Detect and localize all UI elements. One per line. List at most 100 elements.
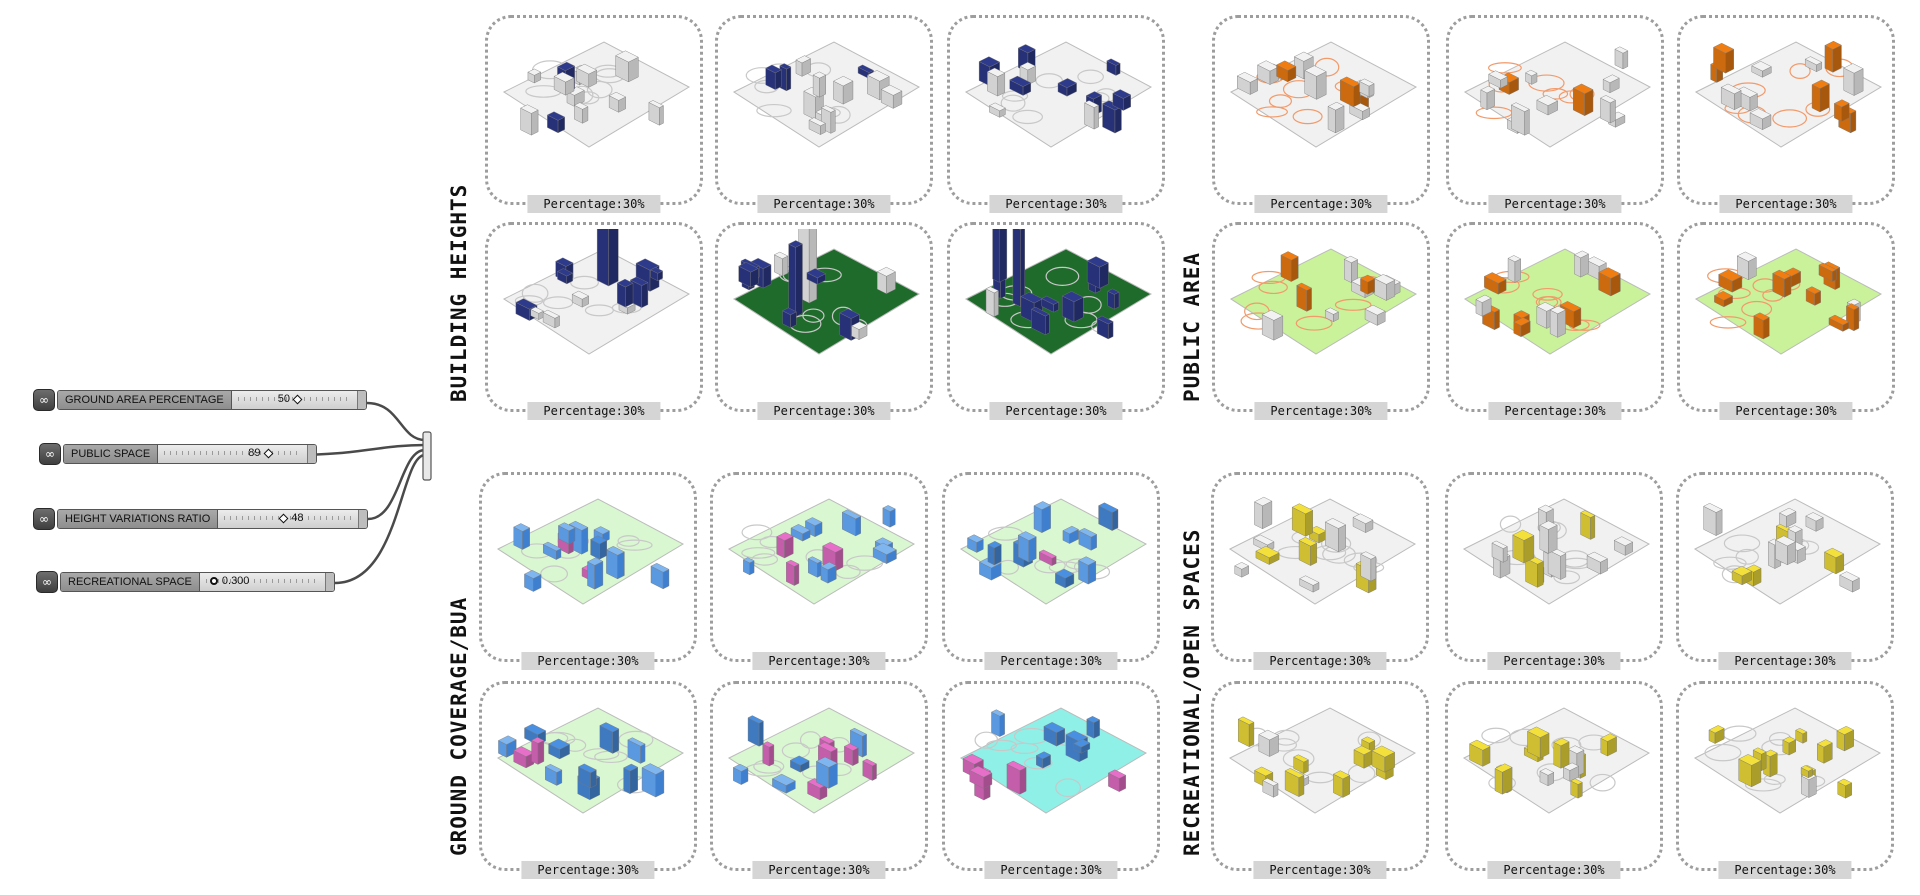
link-icon[interactable]: ∞ — [36, 571, 58, 593]
panel-public-area-5: Percentage:30% — [1446, 222, 1664, 420]
percentage-label: Percentage:30% — [752, 652, 886, 670]
slider-track[interactable]: 48 — [218, 510, 358, 528]
panel-ground-coverage-3: Percentage:30% — [942, 472, 1160, 670]
percentage-label: Percentage:30% — [1487, 652, 1621, 670]
panel-recreational-5: Percentage:30% — [1445, 681, 1663, 879]
slider-value: 0.300 — [221, 575, 250, 587]
panel-building-heights-6: Percentage:30% — [947, 222, 1165, 420]
isometric-model — [502, 41, 691, 148]
percentage-label: Percentage:30% — [757, 402, 891, 420]
isometric-model — [1462, 498, 1651, 605]
percentage-label: Percentage:30% — [1253, 652, 1387, 670]
slider-grip-icon[interactable] — [292, 394, 303, 404]
slider-track[interactable]: 89 — [158, 445, 307, 463]
panel-ground-coverage-2: Percentage:30% — [710, 472, 928, 670]
link-icon[interactable]: ∞ — [33, 508, 55, 530]
isometric-model — [502, 229, 691, 355]
slider-grip-icon[interactable] — [278, 513, 289, 523]
percentage-label: Percentage:30% — [989, 402, 1123, 420]
isometric-model — [1229, 41, 1418, 148]
panel-recreational-6: Percentage:30% — [1676, 681, 1894, 879]
section-title-public-area: PUBLIC AREA — [1180, 251, 1204, 402]
panel-public-area-3: Percentage:30% — [1677, 15, 1895, 213]
merge-node — [422, 431, 432, 481]
percentage-label: Percentage:30% — [527, 402, 661, 420]
percentage-label: Percentage:30% — [1719, 402, 1853, 420]
slider-value: 48 — [291, 512, 304, 524]
percentage-label: Percentage:30% — [989, 195, 1123, 213]
panel-public-area-2: Percentage:30% — [1446, 15, 1664, 213]
ground-area-percentage-slider[interactable]: ∞ GROUND AREA PERCENTAGE 50 — [33, 389, 367, 411]
isometric-model — [1693, 498, 1882, 605]
percentage-label: Percentage:30% — [1718, 652, 1852, 670]
isometric-model — [1462, 707, 1651, 814]
slider-value: 50 — [277, 393, 290, 405]
percentage-label: Percentage:30% — [521, 652, 655, 670]
panel-building-heights-1: Percentage:30% — [485, 15, 703, 213]
panel-ground-coverage-6: Percentage:30% — [942, 681, 1160, 879]
link-icon[interactable]: ∞ — [39, 443, 61, 465]
percentage-label: Percentage:30% — [1719, 195, 1853, 213]
percentage-label: Percentage:30% — [1488, 402, 1622, 420]
slider-grip-icon[interactable] — [209, 577, 218, 585]
isometric-model — [732, 229, 921, 355]
panel-building-heights-4: Percentage:30% — [485, 222, 703, 420]
section-title-ground-coverage: GROUND COVERAGE/BUA — [447, 596, 471, 856]
isometric-model — [1693, 707, 1882, 814]
isometric-model — [1694, 248, 1883, 355]
isometric-model — [1228, 707, 1417, 814]
isometric-model — [959, 707, 1148, 814]
percentage-label: Percentage:30% — [984, 861, 1118, 879]
isometric-model — [1229, 248, 1418, 355]
recreational-space-slider[interactable]: ∞ RECREATIONAL SPACE 0.300 — [36, 571, 335, 593]
slider-label: HEIGHT VARIATIONS RATIO — [58, 510, 219, 528]
isometric-model — [496, 707, 685, 814]
public-space-slider[interactable]: ∞ PUBLIC SPACE 89 — [39, 443, 317, 465]
isometric-model — [964, 41, 1153, 148]
slider-track[interactable]: 0.300 — [199, 573, 325, 591]
slider-label: RECREATIONAL SPACE — [61, 573, 200, 591]
percentage-label: Percentage:30% — [1253, 861, 1387, 879]
panel-ground-coverage-4: Percentage:30% — [479, 681, 697, 879]
slider-track[interactable]: 50 — [231, 391, 357, 409]
panel-ground-coverage-1: Percentage:30% — [479, 472, 697, 670]
panel-building-heights-5: Percentage:30% — [715, 222, 933, 420]
isometric-model — [1463, 248, 1652, 355]
percentage-label: Percentage:30% — [984, 652, 1118, 670]
percentage-label: Percentage:30% — [1488, 195, 1622, 213]
percentage-label: Percentage:30% — [527, 195, 661, 213]
panel-ground-coverage-5: Percentage:30% — [710, 681, 928, 879]
isometric-model — [732, 41, 921, 148]
panel-recreational-3: Percentage:30% — [1676, 472, 1894, 670]
panel-building-heights-3: Percentage:30% — [947, 15, 1165, 213]
percentage-label: Percentage:30% — [752, 861, 886, 879]
percentage-label: Percentage:30% — [1254, 402, 1388, 420]
panel-public-area-6: Percentage:30% — [1677, 222, 1895, 420]
isometric-model — [964, 229, 1153, 355]
panel-public-area-4: Percentage:30% — [1212, 222, 1430, 420]
link-icon[interactable]: ∞ — [33, 389, 55, 411]
isometric-model — [1694, 40, 1883, 148]
panel-recreational-1: Percentage:30% — [1211, 472, 1429, 670]
percentage-label: Percentage:30% — [1718, 861, 1852, 879]
isometric-model — [959, 498, 1148, 605]
slider-grip-icon[interactable] — [263, 448, 273, 458]
percentage-label: Percentage:30% — [1254, 195, 1388, 213]
percentage-label: Percentage:30% — [1487, 861, 1621, 879]
height-variations-ratio-slider[interactable]: ∞ HEIGHT VARIATIONS RATIO 48 — [33, 508, 368, 530]
isometric-model — [1228, 496, 1417, 605]
isometric-model — [1463, 41, 1652, 148]
isometric-model — [727, 707, 916, 814]
panel-recreational-2: Percentage:30% — [1445, 472, 1663, 670]
isometric-model — [727, 498, 916, 605]
panel-recreational-4: Percentage:30% — [1211, 681, 1429, 879]
section-title-recreational: RECREATIONAL/OPEN SPACES — [1180, 528, 1204, 856]
panel-public-area-1: Percentage:30% — [1212, 15, 1430, 213]
percentage-label: Percentage:30% — [757, 195, 891, 213]
section-title-building-heights: BUILDING HEIGHTS — [447, 183, 471, 402]
percentage-label: Percentage:30% — [521, 861, 655, 879]
slider-label: PUBLIC SPACE — [64, 445, 159, 463]
isometric-model — [496, 498, 685, 605]
panel-building-heights-2: Percentage:30% — [715, 15, 933, 213]
slider-label: GROUND AREA PERCENTAGE — [58, 391, 232, 409]
